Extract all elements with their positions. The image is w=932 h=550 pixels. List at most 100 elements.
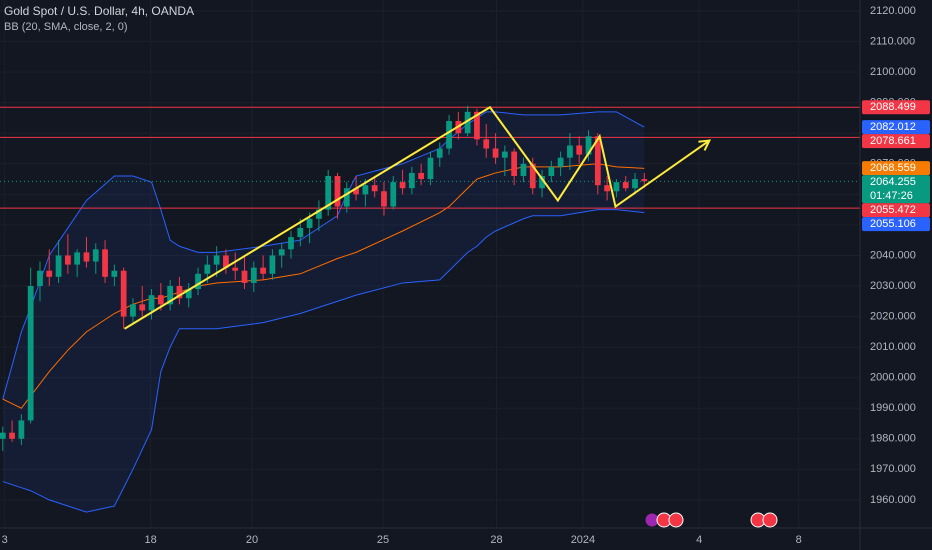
candle-body — [288, 237, 294, 250]
candle-body — [269, 255, 276, 274]
x-tick-label: 20 — [246, 534, 258, 546]
x-tick-label: 2024 — [571, 534, 595, 546]
candle-body — [446, 121, 452, 149]
candle-body — [64, 255, 71, 265]
y-tick-label: 2040.000 — [870, 249, 916, 261]
x-tick-label: 8 — [796, 534, 802, 546]
price-label-bg — [862, 100, 930, 115]
x-tick-label: 4 — [696, 534, 702, 546]
candle-body — [176, 286, 183, 299]
candle-body — [390, 182, 397, 207]
candle-body — [343, 188, 350, 207]
candle-body — [334, 176, 341, 207]
candle-body — [83, 252, 90, 262]
candle-body — [297, 227, 304, 238]
candle-body — [148, 295, 155, 311]
candle-body — [408, 172, 415, 189]
candle-body — [92, 249, 99, 262]
countdown: 01:47:26 — [870, 190, 913, 202]
event-icons[interactable] — [644, 512, 778, 528]
candle-body — [474, 111, 480, 140]
candle-body — [130, 304, 136, 317]
band-lower — [2, 209, 645, 513]
candle-body — [9, 432, 15, 439]
price-label: 2055.472 — [870, 204, 916, 216]
price-label: 2078.661 — [870, 135, 916, 147]
x-tick-label: 3 — [2, 534, 8, 546]
y-tick-label: 2020.000 — [870, 310, 916, 322]
candle-body — [427, 157, 434, 180]
price-label: 2082.012 — [870, 121, 916, 133]
candle-body — [213, 255, 220, 265]
candle-body — [120, 270, 127, 317]
y-tick-label: 2110.000 — [870, 35, 915, 47]
x-tick-label: 25 — [377, 534, 389, 546]
candle-body — [241, 270, 248, 283]
price-label-bg — [862, 161, 930, 176]
event-icon[interactable] — [668, 512, 684, 528]
candle-body — [632, 179, 638, 189]
trend-arrowhead — [698, 139, 712, 151]
candle-body — [102, 249, 108, 277]
trend-drawing — [124, 105, 710, 330]
candle-body — [167, 286, 174, 305]
candle-body — [185, 289, 192, 299]
band-fill — [2, 111, 645, 513]
candle-body — [501, 151, 508, 158]
candle-body — [418, 172, 425, 180]
candle-body — [223, 255, 229, 268]
y-tick-label: 1960.000 — [870, 494, 916, 506]
candle-body — [316, 209, 322, 219]
candle-body — [260, 267, 266, 274]
candle-body — [492, 148, 499, 158]
candle-body — [37, 270, 43, 286]
candle-body — [250, 267, 257, 283]
candle-body — [529, 163, 536, 189]
y-tick-label: 1990.000 — [870, 402, 916, 414]
candle-body — [306, 218, 313, 228]
price-label: 2088.499 — [870, 101, 916, 113]
band-middle — [2, 163, 645, 409]
candle-body — [371, 185, 378, 192]
chart-subtitle: BB (20, SMA, close, 2, 0) — [4, 21, 128, 33]
y-tick-label: 1970.000 — [870, 463, 916, 475]
candle-body — [0, 432, 6, 439]
candle-body — [548, 166, 555, 176]
candle-body — [195, 273, 201, 290]
y-tick-label: 2100.000 — [870, 66, 916, 78]
chart-title: Gold Spot / U.S. Dollar, 4h, OANDA — [4, 4, 194, 18]
x-tick-label: 28 — [490, 534, 502, 546]
candle-body — [278, 249, 285, 256]
price-label: 2068.559 — [870, 162, 916, 174]
candle-body — [55, 255, 62, 277]
candle-body — [511, 151, 518, 176]
candle-body — [483, 139, 490, 149]
event-icon[interactable] — [762, 512, 778, 528]
candle-body — [204, 264, 211, 274]
price-label-bg — [862, 175, 930, 204]
price-label-bg — [862, 203, 930, 218]
price-label-bg — [862, 134, 930, 149]
candle-body — [594, 136, 601, 186]
candle-body — [353, 188, 359, 195]
candle-body — [18, 420, 25, 439]
price-label-bg — [862, 120, 930, 135]
y-tick-label: 2000.000 — [870, 372, 916, 384]
candle-body — [641, 179, 648, 182]
candle-body — [27, 286, 34, 421]
candle-body — [576, 145, 583, 155]
y-tick-label: 1980.000 — [870, 433, 916, 445]
candle-body — [613, 182, 620, 192]
candle-body — [111, 270, 118, 277]
candle-body — [604, 185, 610, 192]
y-tick-label: 2120.000 — [870, 5, 916, 17]
candle-body — [157, 295, 164, 305]
candle-body — [557, 157, 564, 167]
candle-body — [46, 270, 53, 277]
candle-body — [74, 252, 81, 265]
candle-body — [585, 136, 592, 155]
price-label-bg — [862, 217, 930, 232]
candle-body — [325, 176, 332, 210]
